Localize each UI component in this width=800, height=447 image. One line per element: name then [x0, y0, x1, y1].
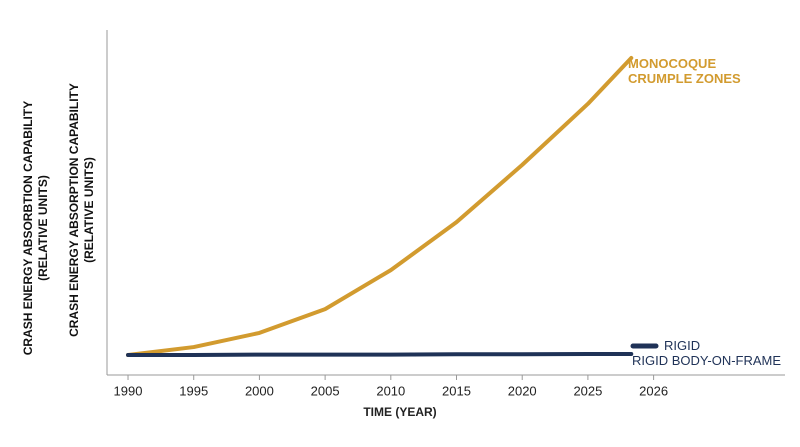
x-tick-label: 2015 [442, 383, 471, 398]
x-tick-label: 1990 [114, 383, 143, 398]
x-tick-label: 1995 [179, 383, 208, 398]
x-tick-label: 2005 [311, 383, 340, 398]
line-series [126, 351, 634, 357]
x-axis-label: TIME (YEAR) [363, 405, 436, 419]
x-tick-label: 2025 [573, 383, 602, 398]
y-axis-label: CRASH ENERGY ABSORPTION CAPABILITY (RELA… [67, 83, 96, 337]
series-label: MONOCOQUE CRUMPLE ZONES [628, 56, 741, 86]
annotation: RIGID BODY-ON-FRAME [632, 353, 782, 368]
x-tick-label: 2026 [639, 383, 668, 398]
y-axis-label: CRASH ENERGY ABSORBTION CAPABILITY (RELA… [21, 100, 50, 356]
x-tick-label: 2000 [245, 383, 274, 398]
x-tick-label: 2010 [376, 383, 405, 398]
legend-label: RIGID [664, 338, 701, 353]
line-series [126, 55, 634, 357]
x-tick-label: 2020 [508, 383, 537, 398]
